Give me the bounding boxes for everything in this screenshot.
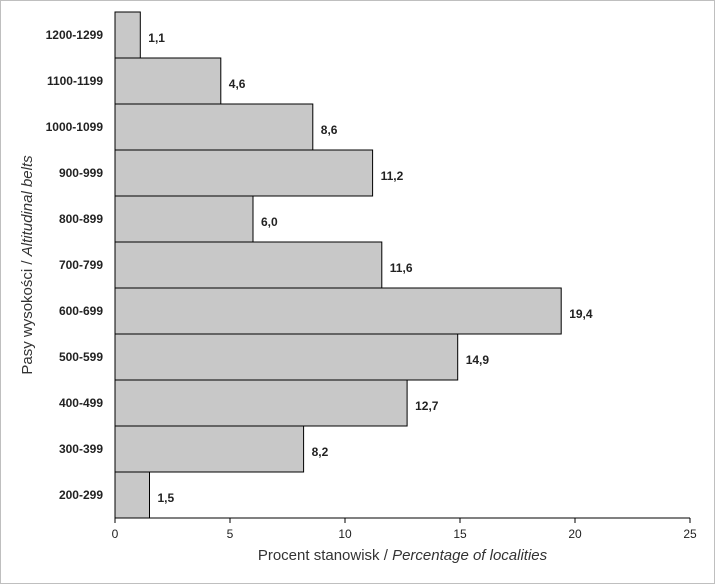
value-label: 12,7 <box>415 399 439 413</box>
bar-200-299 <box>114 471 150 519</box>
category-label: 800-899 <box>59 212 103 226</box>
category-label: 1000-1099 <box>46 120 104 134</box>
bar-600-699 <box>114 287 562 335</box>
value-label: 11,6 <box>390 261 413 275</box>
category-label: 400-499 <box>59 396 103 410</box>
y-axis-title: Pasy wysokości / Altitudinal belts <box>19 155 36 375</box>
category-label: 1200-1299 <box>46 28 104 42</box>
x-tick-label: 10 <box>338 527 352 541</box>
x-tick-label: 0 <box>112 527 119 541</box>
x-tick-label: 25 <box>683 527 697 541</box>
bars-group <box>114 11 562 519</box>
bar-400-499 <box>114 379 408 427</box>
value-label: 19,4 <box>569 307 593 321</box>
category-label: 600-699 <box>59 304 103 318</box>
value-label: 1,5 <box>158 491 175 505</box>
value-label: 6,0 <box>261 215 278 229</box>
value-label: 1,1 <box>148 31 165 45</box>
bar-800-899 <box>114 195 254 243</box>
bar-700-799 <box>114 241 383 289</box>
x-axis-title-italic: Percentage of localities <box>392 547 548 564</box>
category-label: 200-299 <box>59 488 103 502</box>
category-label: 500-599 <box>59 350 103 364</box>
bar-1000-1099 <box>114 103 314 151</box>
x-tick-labels: 0 5 10 15 20 25 <box>112 518 697 541</box>
value-labels: 1,1 4,6 8,6 11,2 6,0 11,6 19,4 14,9 12,7 8,2 1,5 <box>148 31 593 505</box>
bar-500-599 <box>114 333 459 381</box>
bar-1200-1299 <box>114 11 141 59</box>
bar-1100-1199 <box>114 57 222 105</box>
value-label: 14,9 <box>466 353 490 367</box>
category-labels: 1200-1299 1100-1199 1000-1099 900-999 800-89… <box>46 28 104 502</box>
bar-300-399 <box>114 425 305 473</box>
y-axis-title-main: Pasy wysokości / <box>19 256 36 374</box>
value-label: 11,2 <box>381 169 404 183</box>
category-label: 300-399 <box>59 442 103 456</box>
x-tick-label: 5 <box>227 527 234 541</box>
category-label: 700-799 <box>59 258 103 272</box>
category-label: 1100-1199 <box>47 74 103 88</box>
y-axis-title-italic: Altitudinal belts <box>19 155 36 257</box>
x-axis-title: Procent stanowisk / Percentage of locali… <box>258 547 548 564</box>
value-label: 4,6 <box>229 77 246 91</box>
value-label: 8,6 <box>321 123 338 137</box>
bar-900-999 <box>114 149 374 197</box>
x-tick-label: 20 <box>568 527 582 541</box>
category-label: 900-999 <box>59 166 103 180</box>
x-axis-title-main: Procent stanowisk / <box>258 547 392 564</box>
x-tick-label: 15 <box>453 527 467 541</box>
value-label: 8,2 <box>312 445 329 459</box>
